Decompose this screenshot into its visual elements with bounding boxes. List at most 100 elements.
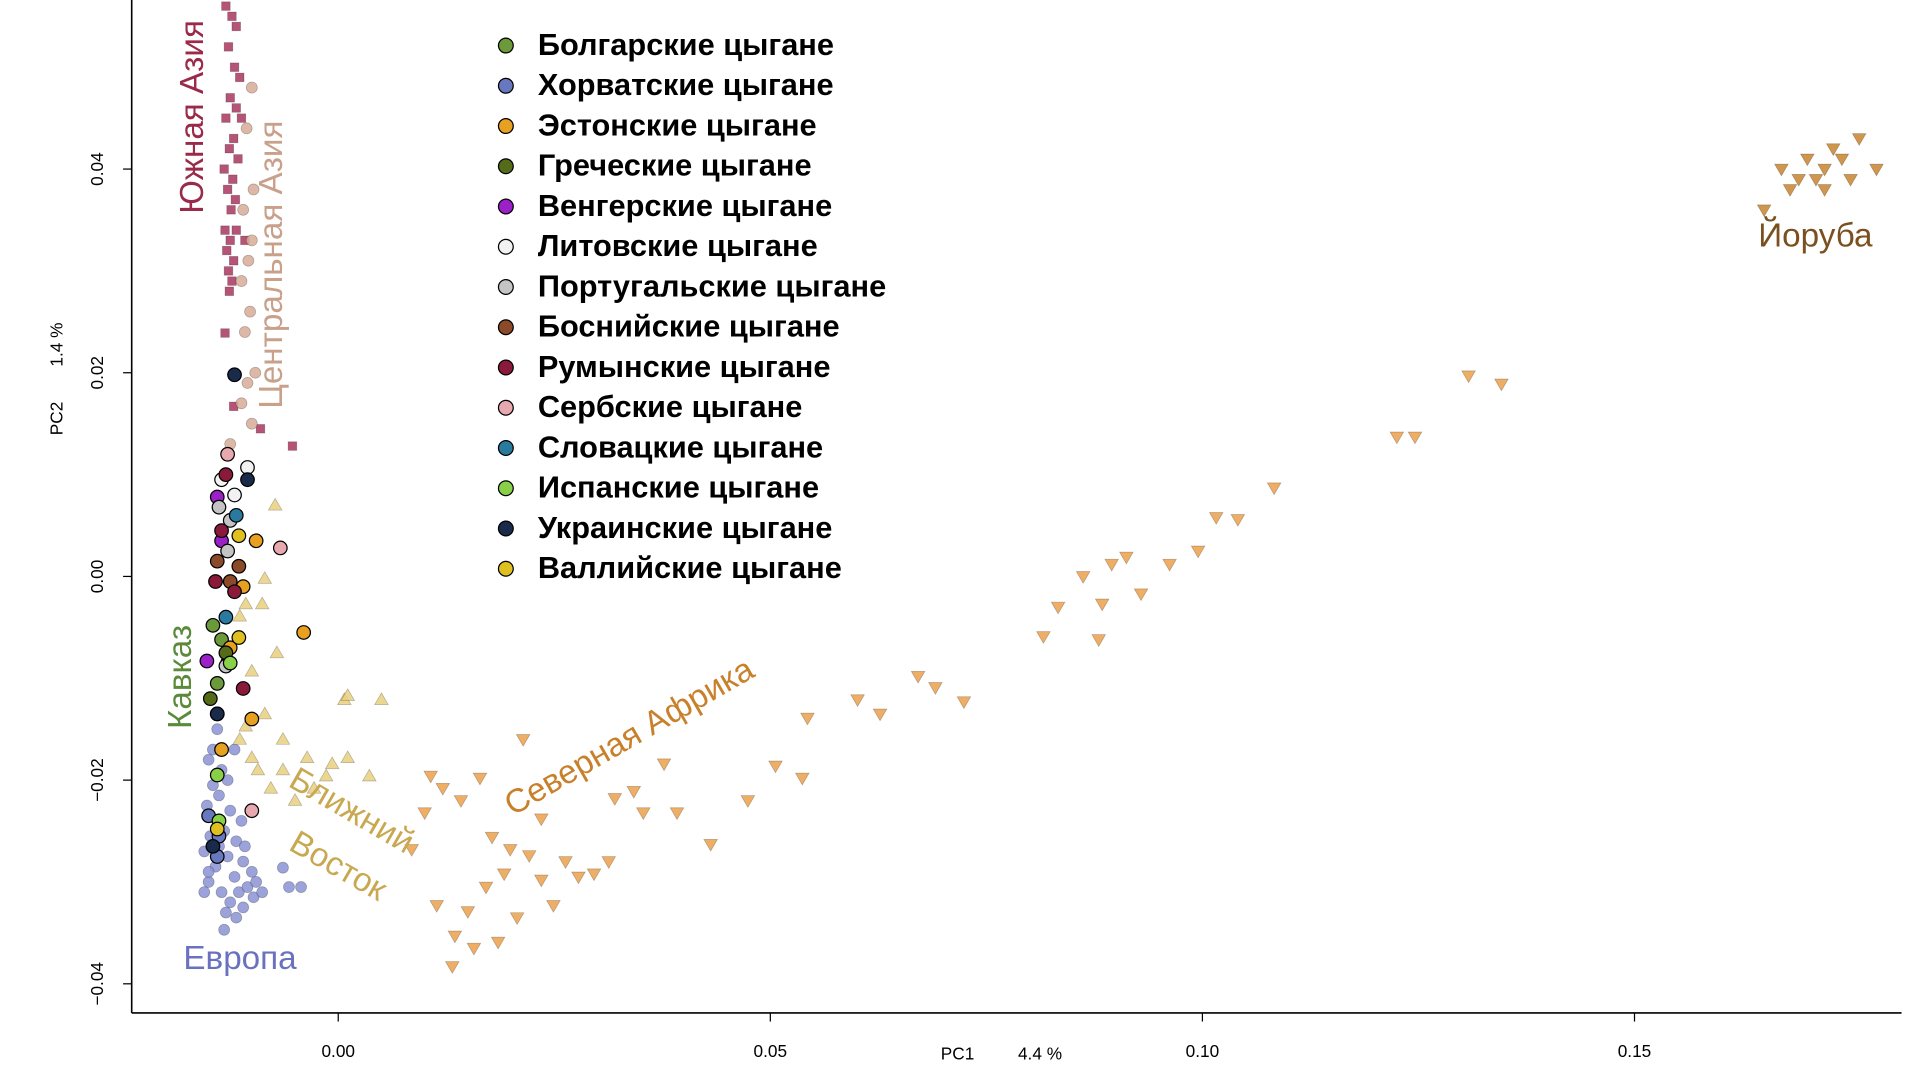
point [228,507,244,523]
point [224,144,235,154]
legend-label: Эстонские цыгане [538,107,817,142]
point [484,831,500,845]
y-axis-label: PC2 [46,402,66,436]
region-label: Европа [183,940,297,977]
point [219,906,232,919]
point [1075,571,1091,584]
point [235,681,251,696]
point [235,397,248,410]
point [231,528,247,544]
region-label: Йоруба [1758,216,1873,254]
legend-label: Сербские цыгане [538,389,802,424]
legend-marker [497,198,514,215]
point [601,856,617,870]
point [231,103,241,113]
point [244,803,260,819]
point [245,865,258,878]
point [956,696,972,710]
point [245,417,258,430]
point [703,838,719,852]
point [228,133,239,144]
point [257,570,273,584]
point [656,758,672,772]
point [1162,558,1177,572]
point [1817,163,1833,177]
point [237,203,250,216]
point [872,708,888,722]
point [1461,370,1476,384]
y-tick-label: 0.04 [87,152,107,186]
point [607,793,623,806]
point [220,446,236,462]
point [205,838,221,854]
point [242,254,255,267]
point [1190,545,1206,559]
point [228,174,238,184]
point [221,1,231,11]
x-axis-variance: 4.4 % [1018,1043,1062,1063]
point [1869,163,1884,177]
point [235,275,248,287]
legend-label: Валлийские цыгане [538,550,842,585]
point [218,923,231,936]
point [248,533,264,549]
legend-marker [497,480,514,497]
point [927,682,943,695]
point [238,326,251,338]
legend-marker [497,440,514,456]
point [740,795,756,808]
y-tick-label: −0.04 [87,962,107,1006]
point [255,424,266,434]
point [240,460,255,475]
point [269,645,285,659]
point [1266,482,1282,496]
point [226,205,236,215]
point [1050,601,1066,615]
legend-label: Португальские цыгане [538,268,886,303]
point [241,881,254,893]
point [209,767,225,783]
point [478,881,494,895]
point [340,688,356,701]
point [240,472,255,488]
x-tick-label: 0.15 [1618,1041,1652,1061]
legend-marker [497,560,514,577]
point [256,886,269,899]
point [404,844,420,857]
point [1851,133,1867,147]
point [275,731,291,745]
point [205,617,221,633]
point [287,441,298,451]
point [244,711,260,727]
legend-label: Греческие цыгане [538,148,812,183]
point [228,870,241,883]
legend-label: Болгарские цыгане [538,27,834,62]
point [227,487,242,503]
point [214,742,229,757]
point [223,42,234,52]
point [299,750,315,764]
point [213,789,225,802]
legend-label: Украинские цыгане [538,510,833,545]
point [220,543,236,559]
legend-marker [497,158,514,175]
point [850,694,866,708]
point [211,499,227,515]
point [466,942,482,956]
point [768,760,783,774]
point [228,743,241,756]
point [275,762,291,776]
point [236,113,247,123]
y-tick-label: 0.00 [87,560,107,594]
region-label: Северная Африка [498,650,761,823]
point [272,540,288,556]
point [214,523,229,538]
region-label: Южная Азия [174,20,211,214]
point [444,961,460,975]
point [669,807,685,821]
point [237,855,250,868]
point [1791,173,1807,187]
point [227,367,242,383]
legend-marker [497,37,514,54]
